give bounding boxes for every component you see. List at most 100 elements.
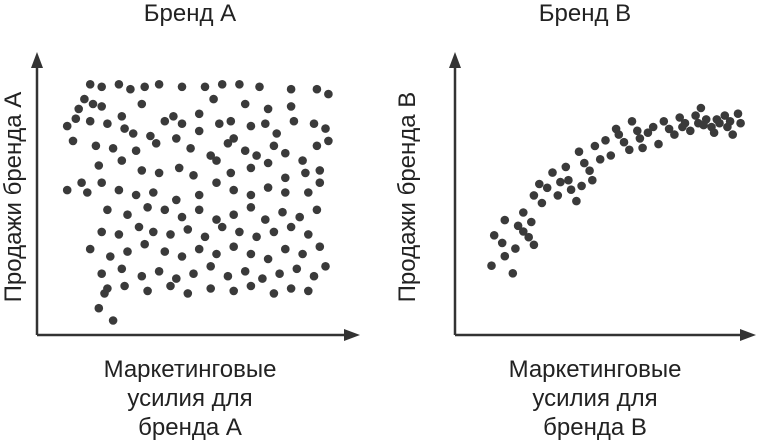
scatter-point [556,177,565,187]
scatter-point [209,94,218,104]
scatter-point [149,227,158,237]
scatter-point [542,183,552,193]
scatter-point [137,99,147,109]
scatter-point [643,128,653,137]
x-axis-label: Маркетинговые усилия для бренда В [508,356,682,441]
scatter-point [186,144,195,153]
scatter-point [324,89,333,99]
scatter-point [103,119,112,128]
scatter-point [561,162,571,172]
scatter-point [200,232,210,242]
scatter-point [85,80,95,89]
scatter-point [120,281,129,291]
scatter-point [183,289,193,298]
scatter-point [298,249,307,259]
scatter-point [529,240,539,250]
scatter-point [619,137,629,147]
scatter-point [123,247,132,256]
scatter-point [85,244,95,254]
scatter-point [513,221,523,231]
scatter-point [246,203,256,212]
scatter-point [172,274,181,283]
scatter-point [143,203,152,212]
scatter-point [123,210,132,219]
scatter-plot-brand-b [449,52,756,341]
scatter-point [638,143,647,153]
scatter-point [166,230,175,239]
scatter-point [235,80,244,89]
scatter-point [83,188,92,197]
scatter-point [240,146,250,155]
chart-title: Бренд А [143,0,237,27]
scatter-point [252,232,261,242]
scatter-point [529,191,539,200]
scatter-point [212,249,221,259]
scatter-point [664,124,674,134]
scatter-point [675,113,684,122]
scatter-point [174,163,184,173]
scatter-point [720,111,730,120]
scatter-point [286,84,296,94]
scatter-point [590,141,600,151]
scatter-point [497,238,507,248]
scatter-point [206,262,215,271]
scatter-point [670,130,679,139]
scatter-point [548,168,557,177]
scatter-point [289,116,299,126]
scatter-point [272,129,282,138]
scatter-point [120,124,129,133]
scatter-point [229,134,238,143]
scatter-point [215,119,224,128]
scatter-point [263,158,273,168]
scatter-point [62,185,72,195]
scatter-point [128,129,138,138]
scatter-point [246,163,256,173]
scatter-point [160,116,170,126]
scatter-point [235,227,244,237]
scatter-point [80,94,89,104]
scatter-point [172,134,181,143]
scatter-point [298,156,307,165]
scatter-point [595,155,605,164]
scatter-point [580,158,589,168]
scatter-point [648,122,658,132]
scatter-point [212,215,221,224]
scatter-point [535,179,544,189]
scatter-point [177,252,187,261]
scatter-point [62,121,72,131]
scatter-point [564,175,573,185]
scatter-point [140,239,149,249]
scatter-point [194,126,204,136]
scatter-point [146,131,155,141]
scatter-point [728,130,737,139]
scatter-point [223,271,233,281]
scatter-point [633,126,642,136]
scatter-point [286,102,296,111]
scatter-point [154,267,164,276]
scatter-point [91,141,101,151]
scatter-point [606,151,616,160]
scatter-point [255,82,264,92]
scatter-point [281,244,290,254]
scatter-point [177,82,187,92]
scatter-point [85,116,95,126]
scatter-point [114,230,124,239]
scatter-point [212,156,221,165]
scatter-point [246,281,256,291]
scatter-point [701,115,711,124]
scatter-point [194,109,204,119]
scatter-point [206,151,215,160]
scatter-point [97,227,106,237]
scatter-point [97,102,106,111]
scatter-point [315,166,325,175]
scatter-point [177,212,187,222]
y-axis-arrow [449,52,461,68]
scatter-point [263,183,273,192]
scatter-point [304,230,313,239]
scatter-point [94,161,104,170]
scatter-point [263,104,273,114]
scatter-point [77,178,86,187]
scatter-point [194,244,204,254]
scatter-point [229,242,238,251]
scatter-point [114,80,124,89]
